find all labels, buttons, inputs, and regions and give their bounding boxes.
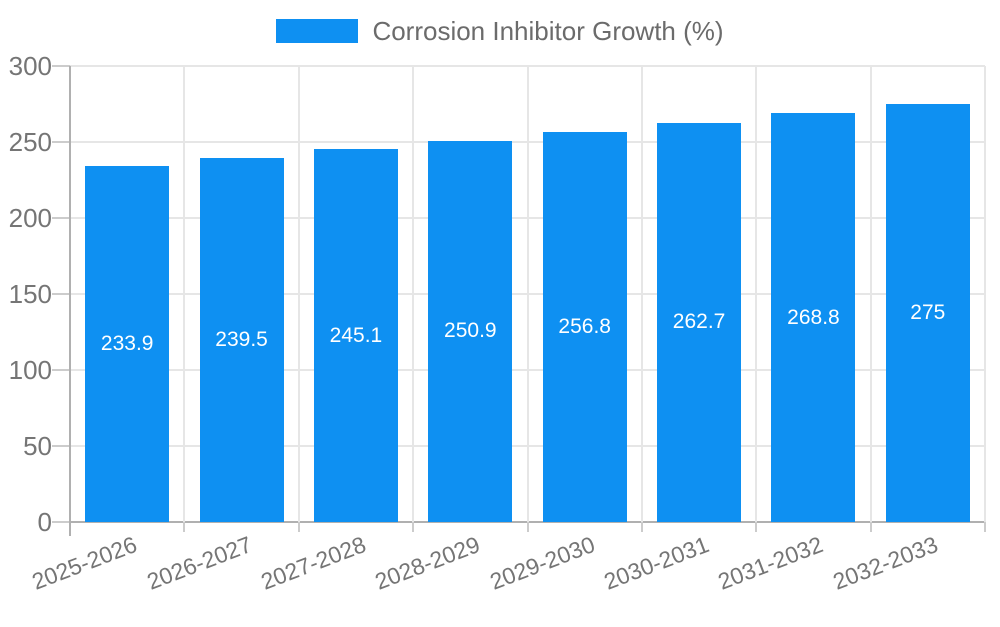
y-axis-tick — [52, 65, 70, 67]
x-axis-label: 2028-2029 — [371, 531, 484, 595]
bar[interactable]: 256.8 — [542, 131, 627, 522]
x-axis-tick — [984, 522, 986, 532]
gridline-vertical — [984, 66, 986, 522]
x-axis-label: 2032-2033 — [829, 531, 942, 595]
bar[interactable]: 233.9 — [85, 166, 170, 522]
y-axis-tick — [52, 141, 70, 143]
gridline-vertical — [869, 66, 872, 522]
bar-value-label: 275 — [910, 301, 946, 324]
x-axis-label: 2026-2027 — [142, 531, 255, 595]
gridline-vertical — [640, 66, 643, 522]
legend-label: Corrosion Inhibitor Growth (%) — [372, 16, 724, 46]
legend-swatch — [276, 19, 359, 43]
x-axis-tick — [183, 522, 186, 532]
gridline-vertical — [526, 66, 529, 522]
bar[interactable]: 250.9 — [428, 140, 513, 522]
x-axis-tick — [297, 522, 300, 532]
x-axis-label: 2031-2032 — [714, 531, 827, 595]
x-axis-tick — [412, 522, 415, 532]
bar-value-label: 268.8 — [787, 305, 840, 329]
y-axis-tick — [52, 521, 70, 523]
y-axis-label: 200 — [8, 203, 52, 233]
y-axis-label: 250 — [8, 127, 52, 157]
x-axis-tick — [755, 522, 758, 532]
y-axis-line — [69, 66, 71, 536]
y-axis-tick — [52, 369, 70, 371]
bar-chart: Corrosion Inhibitor Growth (%) 0 50 100 150… — [0, 16, 1000, 595]
x-axis-tick — [640, 522, 643, 532]
gridline-vertical — [412, 66, 415, 522]
x-axis-label: 2030-2031 — [600, 531, 713, 595]
bar-value-label: 262.7 — [672, 310, 726, 334]
y-axis-tick — [52, 293, 70, 295]
bar-value-label: 245.1 — [329, 323, 383, 347]
y-axis-label: 0 — [37, 507, 52, 537]
y-axis-label: 300 — [8, 51, 52, 81]
bar-value-label: 250.9 — [444, 319, 497, 343]
x-axis-label: 2029-2030 — [485, 531, 599, 595]
gridline-vertical — [183, 66, 186, 522]
bar-value-label: 256.8 — [558, 314, 611, 338]
x-axis-tick — [526, 522, 529, 532]
chart-legend: Corrosion Inhibitor Growth (%) — [0, 16, 1000, 46]
bar[interactable]: 239.5 — [199, 157, 284, 522]
y-axis-label: 50 — [23, 431, 52, 461]
bar[interactable]: 268.8 — [771, 113, 856, 522]
x-axis-label: 2027-2028 — [257, 531, 370, 595]
y-axis-tick — [52, 445, 70, 447]
gridline-vertical — [755, 66, 758, 522]
bar-value-label: 233.9 — [100, 332, 154, 356]
y-axis-label: 150 — [8, 279, 52, 309]
y-axis-tick — [52, 217, 70, 219]
bar[interactable]: 262.7 — [657, 122, 742, 522]
y-axis-label: 100 — [8, 355, 52, 385]
bar-value-label: 239.5 — [215, 327, 268, 351]
x-axis-tick — [869, 522, 872, 532]
gridline-vertical — [297, 66, 300, 522]
bar[interactable]: 275 — [885, 104, 970, 522]
bar[interactable]: 245.1 — [313, 149, 398, 522]
